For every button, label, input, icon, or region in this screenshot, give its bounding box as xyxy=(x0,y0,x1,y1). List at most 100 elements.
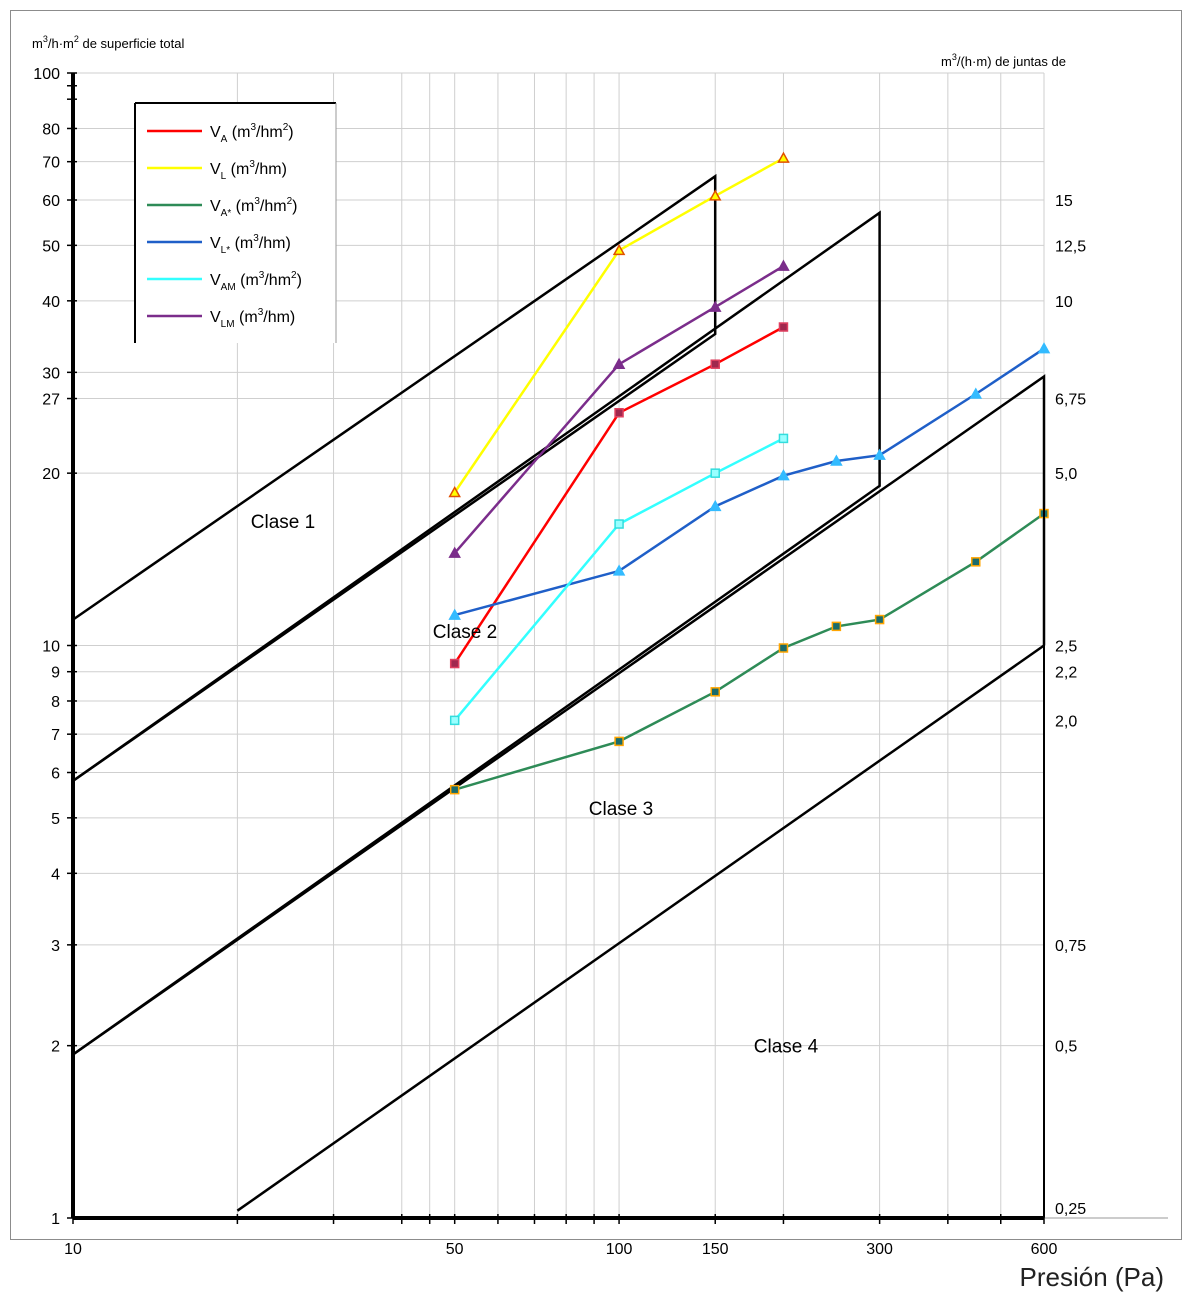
y-tick-label-right: 0,5 xyxy=(1055,1039,1077,1056)
y-tick-label-left: 20 xyxy=(42,466,60,483)
series-0 xyxy=(449,322,789,669)
class-boundary-1 xyxy=(72,173,717,782)
series-point xyxy=(448,485,461,498)
y-tick-label-left: 3 xyxy=(51,938,60,955)
y-tick-label-right: 2,2 xyxy=(1055,665,1077,682)
class-label-1: Clase 1 xyxy=(251,512,315,533)
y-tick-label-right: 0,75 xyxy=(1055,938,1086,955)
legend: VA (m3/hm2) VL (m3/hm) VA* (m3/hm2) VL* (m3… xyxy=(134,102,337,343)
y-tick-label-left: 10 xyxy=(42,639,60,656)
series-point xyxy=(873,448,886,460)
series-point xyxy=(874,614,885,625)
series-point xyxy=(710,468,720,478)
y-tick-label-left: 1 xyxy=(51,1211,60,1228)
class-boundary-2 xyxy=(72,210,881,1056)
series-line xyxy=(454,512,1045,791)
x-tick-label: 10 xyxy=(64,1241,82,1258)
series-line xyxy=(453,265,785,554)
chart-frame xyxy=(10,10,1182,1240)
y-tick-label-right: 0,25 xyxy=(1055,1201,1086,1218)
y-tick-label-left: 2 xyxy=(51,1039,60,1056)
legend-label: VAM (m3/hm2) xyxy=(210,270,302,293)
y-tick-label-right: 5,0 xyxy=(1055,466,1077,483)
legend-label: VL (m3/hm) xyxy=(210,159,287,182)
class-label-3: Clase 3 xyxy=(589,799,653,820)
series-point xyxy=(831,621,842,632)
x-tick-label: 600 xyxy=(1031,1241,1058,1258)
series-point xyxy=(612,357,626,369)
y-tick-label-left: 30 xyxy=(42,365,60,382)
series-point xyxy=(971,557,981,567)
class-labels: Clase 1 Clase 2 Clase 3 Clase 4 xyxy=(251,512,819,1058)
series-point xyxy=(448,546,461,558)
x-tick-label: 50 xyxy=(446,1241,464,1258)
y-tick-label-left: 7 xyxy=(51,727,60,744)
legend-box xyxy=(135,103,336,343)
series-point xyxy=(449,715,460,726)
legend-label: VA* (m3/hm2) xyxy=(210,196,297,219)
series-point xyxy=(777,259,790,271)
x-tick-label: 100 xyxy=(606,1241,633,1258)
series-3 xyxy=(448,342,1051,620)
legend-label: VLM (m3/hm) xyxy=(210,307,295,330)
y-tick-label-left: 9 xyxy=(51,665,60,682)
y-tick-label-left: 50 xyxy=(42,238,60,255)
class-label-4: Clase 4 xyxy=(754,1037,819,1058)
series-point xyxy=(969,387,983,399)
tick-labels: 10 50 100 150 300 600 100 80 70 60 50 40 30 27 20 10 9 8 7… xyxy=(33,66,1086,1258)
series-point xyxy=(778,433,789,444)
series-point xyxy=(612,564,626,576)
series-point xyxy=(710,687,720,697)
series-point xyxy=(778,322,789,332)
series-point xyxy=(449,784,460,795)
series-point xyxy=(448,608,461,620)
series-2 xyxy=(449,508,1049,795)
y-tick-label-right: 12,5 xyxy=(1055,238,1086,255)
y-tick-label-left: 80 xyxy=(42,121,60,138)
series-layer xyxy=(448,151,1051,795)
left-axis-unit-label: m3/h·m2 de superficie total xyxy=(32,34,184,51)
class-label-2: Clase 2 xyxy=(433,622,497,643)
series-point xyxy=(614,736,624,747)
y-tick-label-left: 40 xyxy=(42,294,60,311)
y-tick-label-left: 5 xyxy=(51,811,60,828)
y-tick-label-left: 100 xyxy=(33,66,60,83)
legend-label: VA (m3/hm2) xyxy=(210,122,294,145)
series-point xyxy=(614,519,624,529)
class-boundary-3 xyxy=(72,374,1046,1056)
x-tick-label: 150 xyxy=(702,1241,729,1258)
series-5 xyxy=(448,259,790,558)
y-tick-label-left: 6 xyxy=(51,766,60,783)
y-tick-label-right: 2,5 xyxy=(1055,639,1077,656)
series-4 xyxy=(449,433,789,726)
y-tick-label-right: 6,75 xyxy=(1055,392,1086,409)
series-point xyxy=(778,643,789,653)
y-tick-label-left: 27 xyxy=(42,392,60,409)
y-tick-label-left: 60 xyxy=(42,193,60,210)
series-point xyxy=(830,454,843,466)
class-boundary-4 xyxy=(236,644,1045,1212)
series-point xyxy=(449,658,460,669)
y-tick-label-left: 8 xyxy=(51,694,60,711)
y-tick-label-right: 2,0 xyxy=(1055,713,1077,730)
y-tick-label-left: 70 xyxy=(42,155,60,172)
series-point xyxy=(708,189,722,201)
series-line xyxy=(453,437,785,722)
right-axis-unit-label: m3/(h·m) de juntas de xyxy=(941,52,1066,69)
series-point xyxy=(708,300,722,312)
series-1 xyxy=(448,151,790,498)
series-line xyxy=(453,157,785,494)
axes xyxy=(67,72,1168,1224)
series-line xyxy=(453,325,785,665)
x-axis-title: Presión (Pa) xyxy=(1019,1262,1165,1292)
x-tick-label: 300 xyxy=(866,1241,893,1258)
series-point xyxy=(777,469,790,481)
legend-label: VL* (m3/hm) xyxy=(210,233,291,256)
series-point xyxy=(777,151,790,163)
series-point xyxy=(614,408,624,418)
series-point xyxy=(710,359,720,369)
y-tick-label-right: 15 xyxy=(1055,193,1073,210)
y-tick-label-left: 4 xyxy=(51,866,60,883)
series-point xyxy=(612,243,626,256)
